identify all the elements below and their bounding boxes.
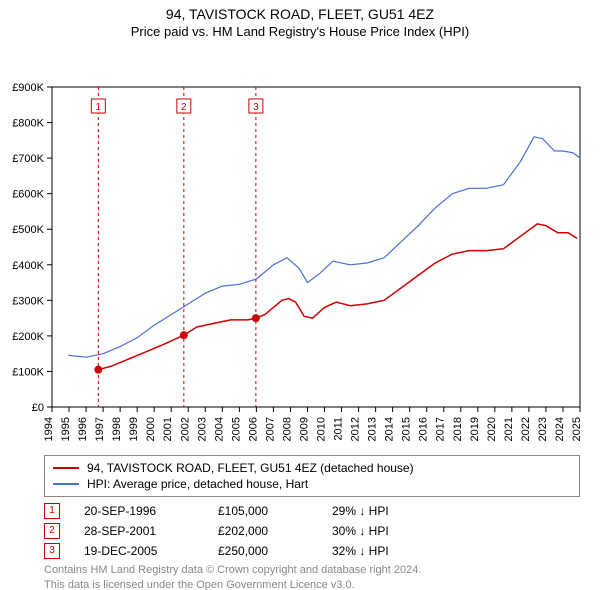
x-tick-label: 2023 xyxy=(537,417,549,441)
legend-swatch xyxy=(53,483,79,485)
x-tick-label: 2011 xyxy=(333,417,345,441)
sale-price: £202,000 xyxy=(218,524,308,538)
x-tick-label: 2019 xyxy=(469,417,481,441)
x-tick-label: 2012 xyxy=(350,417,362,441)
legend-item: HPI: Average price, detached house, Hart xyxy=(53,476,571,492)
sale-hpi-delta: 32% ↓ HPI xyxy=(332,544,432,558)
sale-date: 19-DEC-2005 xyxy=(84,544,194,558)
sale-hpi-delta: 29% ↓ HPI xyxy=(332,504,432,518)
page-title-line2: Price paid vs. HM Land Registry's House … xyxy=(0,24,600,39)
x-tick-label: 2025 xyxy=(571,417,583,441)
x-tick-label: 2021 xyxy=(503,417,515,441)
sales-table: 1 20-SEP-1996 £105,000 29% ↓ HPI 2 28-SEP-200… xyxy=(44,501,580,561)
y-tick-label: £300K xyxy=(12,295,44,307)
attribution: Contains HM Land Registry data © Crown c… xyxy=(44,563,580,590)
x-tick-label: 2022 xyxy=(520,417,532,441)
x-tick-label: 2013 xyxy=(367,417,379,441)
sale-price: £105,000 xyxy=(218,504,308,518)
y-tick-label: £0 xyxy=(32,402,44,414)
x-tick-label: 1996 xyxy=(77,417,89,441)
x-tick-label: 2017 xyxy=(435,417,447,441)
legend-label: 94, TAVISTOCK ROAD, FLEET, GU51 4EZ (det… xyxy=(87,461,414,475)
x-tick-label: 1994 xyxy=(43,417,55,441)
sale-marker-label: 2 xyxy=(181,102,187,113)
x-tick-label: 2008 xyxy=(281,417,293,441)
y-tick-label: £900K xyxy=(12,82,44,94)
y-tick-label: £700K xyxy=(12,153,44,165)
attribution-line2: This data is licensed under the Open Gov… xyxy=(44,578,580,590)
x-tick-label: 1998 xyxy=(111,417,123,441)
y-tick-label: £200K xyxy=(12,331,44,343)
legend-item: 94, TAVISTOCK ROAD, FLEET, GU51 4EZ (det… xyxy=(53,460,571,476)
sale-hpi-delta: 30% ↓ HPI xyxy=(332,524,432,538)
sale-date: 20-SEP-1996 xyxy=(84,504,194,518)
x-tick-label: 2015 xyxy=(401,417,413,441)
y-tick-label: £400K xyxy=(12,260,44,272)
legend-label: HPI: Average price, detached house, Hart xyxy=(87,477,308,491)
sale-marker-box: 3 xyxy=(44,543,60,559)
y-tick-label: £600K xyxy=(12,189,44,201)
sale-marker-box: 2 xyxy=(44,523,60,539)
x-tick-label: 2003 xyxy=(196,417,208,441)
sale-row: 1 20-SEP-1996 £105,000 29% ↓ HPI xyxy=(44,501,580,521)
legend: 94, TAVISTOCK ROAD, FLEET, GU51 4EZ (det… xyxy=(44,455,580,497)
x-tick-label: 2014 xyxy=(384,417,396,441)
sale-date: 28-SEP-2001 xyxy=(84,524,194,538)
sale-row: 2 28-SEP-2001 £202,000 30% ↓ HPI xyxy=(44,521,580,541)
x-tick-label: 2020 xyxy=(486,417,498,441)
x-tick-label: 2005 xyxy=(230,417,242,441)
y-tick-label: £500K xyxy=(12,224,44,236)
x-tick-label: 2024 xyxy=(554,417,566,441)
sale-marker-label: 3 xyxy=(253,102,259,113)
x-tick-label: 2000 xyxy=(145,417,157,441)
sale-price: £250,000 xyxy=(218,544,308,558)
attribution-line1: Contains HM Land Registry data © Crown c… xyxy=(44,563,580,578)
page-title-line1: 94, TAVISTOCK ROAD, FLEET, GU51 4EZ xyxy=(0,6,600,22)
x-tick-label: 2001 xyxy=(162,417,174,441)
x-tick-label: 2009 xyxy=(298,417,310,441)
x-tick-label: 2010 xyxy=(316,417,328,441)
sale-marker-box: 1 xyxy=(44,503,60,519)
x-tick-label: 2016 xyxy=(418,417,430,441)
x-tick-label: 2006 xyxy=(247,417,259,441)
sale-row: 3 19-DEC-2005 £250,000 32% ↓ HPI xyxy=(44,541,580,561)
y-tick-label: £100K xyxy=(12,366,44,378)
x-tick-label: 1999 xyxy=(128,417,140,441)
legend-swatch xyxy=(53,467,79,469)
x-tick-label: 2018 xyxy=(452,417,464,441)
x-tick-label: 1995 xyxy=(60,417,72,441)
x-tick-label: 2002 xyxy=(179,417,191,441)
sale-marker-label: 1 xyxy=(96,102,102,113)
chart-container: £0 £100K £200K £300K £400K £500K £600K £700K £80… xyxy=(0,39,600,449)
price-chart: £0 £100K £200K £300K £400K £500K £600K £700K £80… xyxy=(0,39,600,449)
x-tick-label: 1997 xyxy=(94,417,106,441)
x-tick-label: 2007 xyxy=(264,417,276,441)
y-tick-label: £800K xyxy=(12,118,44,130)
x-tick-label: 2004 xyxy=(213,417,225,441)
